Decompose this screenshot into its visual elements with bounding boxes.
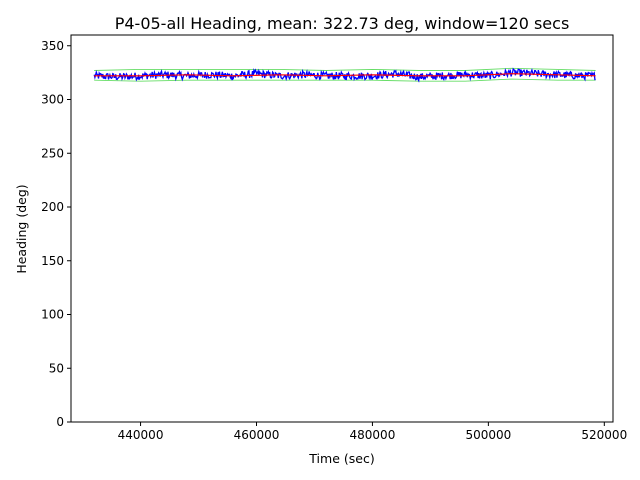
plot-frame <box>70 34 614 423</box>
series-heading-mean <box>94 73 596 77</box>
y-tick-label: 250 <box>41 146 64 160</box>
chart-title: P4-05-all Heading, mean: 322.73 deg, win… <box>115 14 570 33</box>
x-tick-label: 500000 <box>465 428 511 442</box>
y-tick-label: 200 <box>41 200 64 214</box>
x-tick-label: 460000 <box>234 428 280 442</box>
x-axis-label: Time (sec) <box>308 451 374 466</box>
y-tick-label: 0 <box>56 415 64 429</box>
y-tick-label: 350 <box>41 39 64 53</box>
x-tick-label: 440000 <box>118 428 164 442</box>
series-heading-band-upper <box>94 67 596 71</box>
y-tick-label: 100 <box>41 308 64 322</box>
y-axis-label: Heading (deg) <box>14 184 29 273</box>
x-tick-label: 480000 <box>350 428 396 442</box>
x-axis: 440000 460000 480000 500000 520000 <box>118 422 627 442</box>
plot-series <box>93 67 596 83</box>
y-tick-label: 150 <box>41 254 64 268</box>
series-heading-band-lower <box>94 78 596 82</box>
y-tick-label: 300 <box>41 93 64 107</box>
x-tick-label: 520000 <box>581 428 627 442</box>
y-tick-label: 50 <box>49 361 64 375</box>
y-axis: 0 50 100 150 200 250 300 350 <box>41 39 71 429</box>
